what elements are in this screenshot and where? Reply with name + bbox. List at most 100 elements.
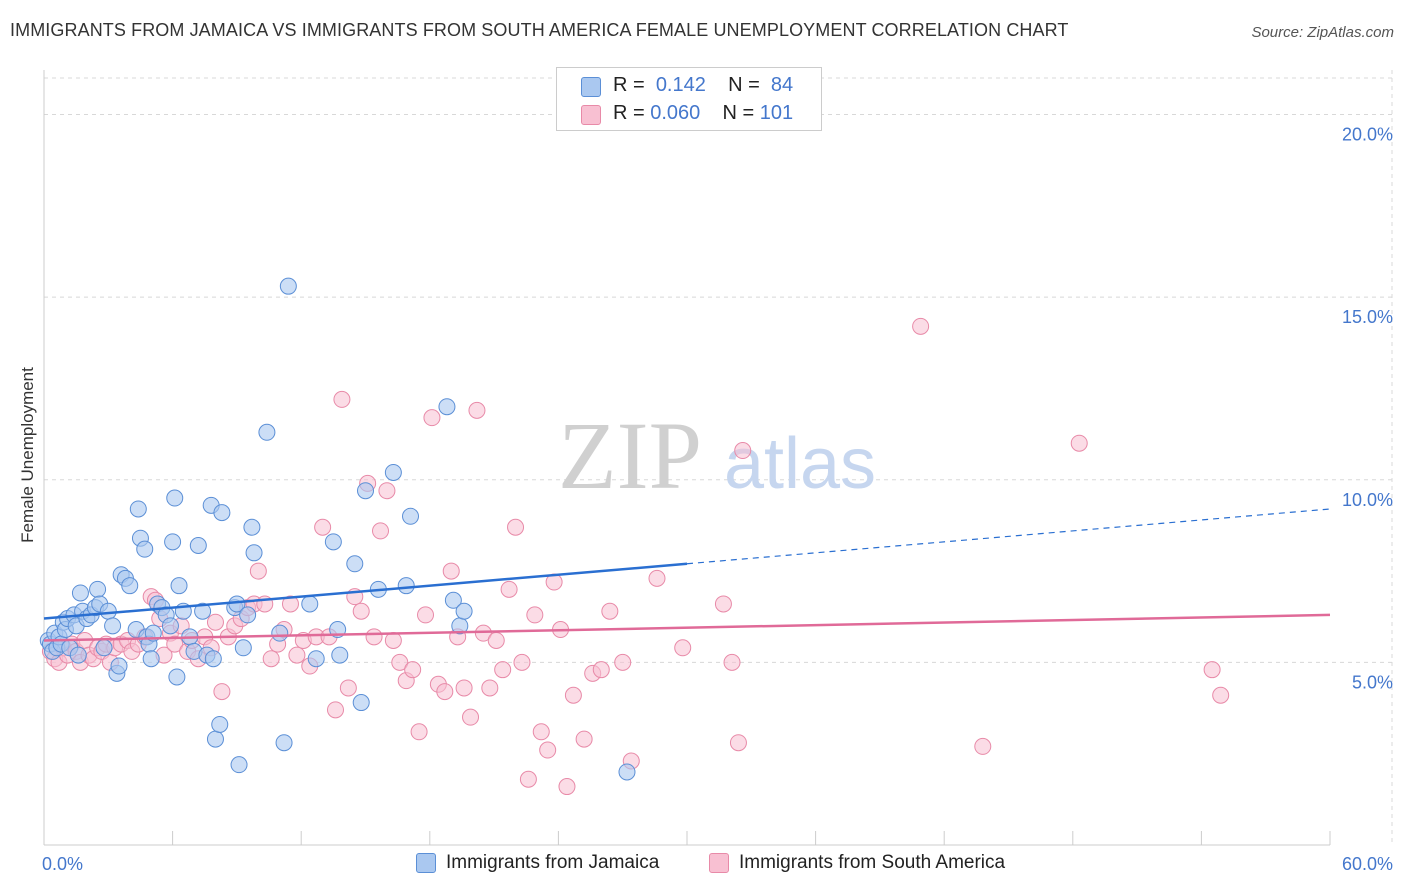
point-south-america-54	[339, 679, 357, 697]
point-south-america-102	[912, 317, 930, 335]
point-jamaica-21	[99, 602, 117, 620]
point-jamaica-47	[189, 537, 207, 555]
trendline-jamaica	[43, 562, 688, 620]
point-jamaica-64	[275, 734, 293, 752]
point-jamaica-20	[95, 639, 113, 657]
grid-lines	[44, 70, 1393, 845]
point-jamaica-53	[211, 715, 229, 733]
point-jamaica-83	[69, 646, 87, 664]
point-jamaica-40	[164, 533, 182, 551]
point-south-america-85	[539, 741, 557, 759]
point-jamaica-67	[307, 650, 325, 668]
legend-swatch-south-america	[581, 105, 601, 125]
point-jamaica-75	[384, 463, 402, 481]
point-jamaica-24	[110, 657, 128, 675]
legend-r-label: R =	[613, 102, 645, 124]
point-jamaica-63	[271, 624, 289, 642]
point-south-america-90	[575, 730, 593, 748]
bottom-legend-jamaica: Immigrants from Jamaica	[416, 852, 686, 876]
chart-title: IMMIGRANTS FROM JAMAICA VS IMMIGRANTS FR…	[10, 20, 1069, 40]
point-south-america-52	[326, 701, 344, 719]
point-jamaica-48	[194, 602, 212, 620]
point-jamaica-42	[168, 668, 186, 686]
legend-r-value: 0.060	[650, 102, 701, 124]
x-tick-label-1: 60.0%	[1342, 854, 1393, 874]
point-jamaica-66	[301, 595, 319, 613]
point-jamaica-51	[204, 650, 222, 668]
axes	[43, 70, 1331, 846]
point-south-america-103	[974, 737, 992, 755]
point-south-america-100	[729, 734, 747, 752]
legend-row-south-america: R = 0.060 N = 101	[557, 99, 821, 129]
y-axis-title: Female Unemployment	[18, 367, 37, 543]
point-south-america-66	[417, 606, 435, 624]
point-south-america-42	[262, 650, 280, 668]
bottom-legend-swatch-jamaica	[416, 853, 436, 873]
point-south-america-97	[674, 639, 692, 657]
point-south-america-89	[564, 686, 582, 704]
point-jamaica-62	[258, 423, 276, 441]
point-jamaica-13	[71, 584, 89, 602]
point-south-america-67	[423, 409, 441, 427]
point-south-america-26	[166, 635, 184, 653]
point-jamaica-79	[444, 591, 462, 609]
point-south-america-45	[281, 595, 299, 613]
point-south-america-74	[468, 401, 486, 419]
bottom-legend-label-south-america: Immigrants from South America	[739, 852, 1006, 873]
point-south-america-93	[601, 602, 619, 620]
point-south-america-98	[714, 595, 732, 613]
point-jamaica-60	[243, 518, 261, 536]
legend-n-label: N =	[722, 102, 755, 124]
point-south-america-60	[378, 482, 396, 500]
point-south-america-82	[519, 770, 537, 788]
x-tick-labels: 0.0% 60.0%	[42, 854, 1393, 874]
bottom-legend-label-jamaica: Immigrants from Jamaica	[446, 852, 660, 873]
point-jamaica-78	[438, 398, 456, 416]
point-south-america-76	[481, 679, 499, 697]
point-jamaica-29	[129, 500, 147, 518]
y-tick-label-0: 5.0%	[1352, 672, 1393, 692]
trendline-south-america	[43, 613, 1331, 642]
point-south-america-75	[474, 624, 492, 642]
legend-n-value: 84	[770, 74, 794, 96]
point-south-america-77	[487, 631, 505, 649]
point-jamaica-22	[104, 617, 122, 635]
point-south-america-59	[372, 522, 390, 540]
point-south-america-34	[213, 683, 231, 701]
point-jamaica-70	[331, 646, 349, 664]
legend-n-value: 101	[759, 102, 794, 124]
point-south-america-104	[1070, 434, 1088, 452]
point-south-america-69	[436, 683, 454, 701]
bottom-legend-swatch-south-america	[709, 853, 729, 873]
x-tick-label-0: 0.0%	[42, 854, 83, 874]
point-south-america-50	[314, 518, 332, 536]
point-jamaica-54	[213, 504, 231, 522]
point-south-america-106	[1212, 686, 1230, 704]
point-south-america-72	[455, 679, 473, 697]
y-tick-labels: 5.0% 10.0% 15.0% 20.0%	[1342, 125, 1393, 693]
point-south-america-46	[288, 646, 306, 664]
point-south-america-92	[592, 661, 610, 679]
point-south-america-64	[404, 661, 422, 679]
point-jamaica-18	[89, 580, 107, 598]
point-jamaica-58	[234, 639, 252, 657]
point-jamaica-39	[161, 617, 179, 635]
point-south-america-65	[410, 723, 428, 741]
point-south-america-73	[462, 708, 480, 726]
source-label: Source: ZipAtlas.com	[1251, 24, 1394, 41]
point-jamaica-59	[239, 606, 257, 624]
point-jamaica-43	[170, 577, 188, 595]
legend-row-jamaica: R = 0.142 N = 84	[557, 71, 821, 101]
trend-lines	[43, 508, 1331, 642]
point-jamaica-65	[279, 277, 297, 295]
point-south-america-62	[391, 653, 409, 671]
bottom-legend-south-america: Immigrants from South America	[709, 852, 1039, 876]
point-jamaica-41	[166, 489, 184, 507]
point-south-america-78	[494, 661, 512, 679]
point-south-america-79	[500, 580, 518, 598]
point-south-america-99	[723, 653, 741, 671]
point-south-america-101	[734, 442, 752, 460]
point-south-america-53	[333, 390, 351, 408]
stats-legend: R = 0.142 N = 84 R = 0.060 N = 101	[556, 67, 822, 131]
